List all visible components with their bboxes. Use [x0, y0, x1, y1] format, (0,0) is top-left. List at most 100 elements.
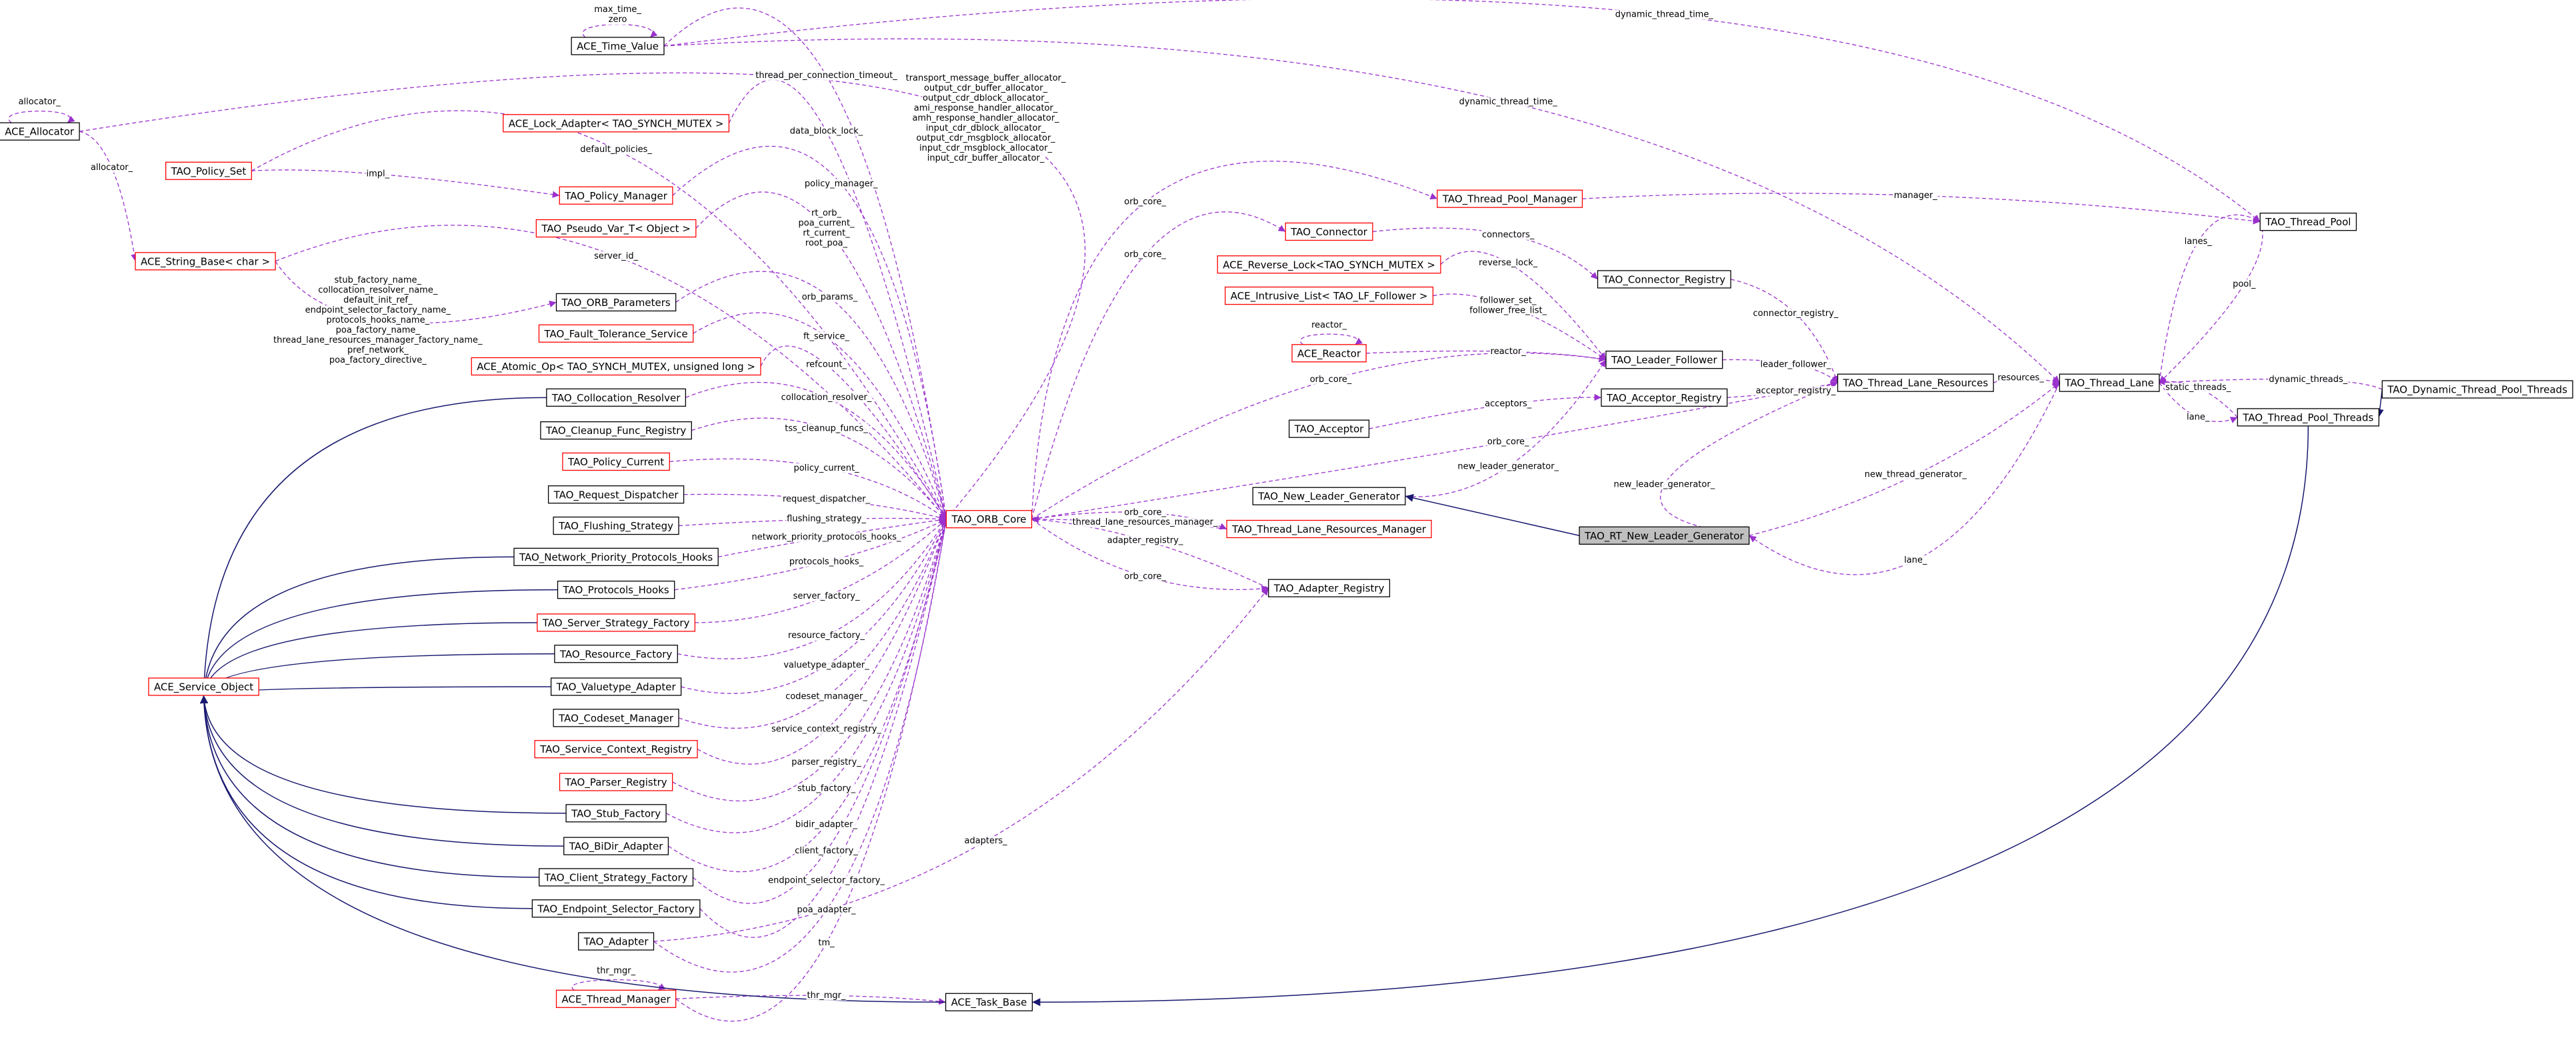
usage-edge [685, 381, 947, 520]
usage-edge [663, 0, 2261, 223]
edge-label-bg [1484, 399, 1533, 409]
class-node [534, 740, 698, 759]
usage-edge [653, 587, 1269, 942]
edge-label-bg [771, 724, 883, 735]
class-name: TAO_Endpoint_Selector_Factory [537, 903, 695, 915]
inheritance-edge [200, 589, 558, 696]
edge-label: codeset_manager_ [785, 691, 867, 701]
class-node [1217, 255, 1441, 274]
edge-label: output_cdr_msgblock_allocator_ [916, 133, 1055, 143]
edge-label-bg [796, 783, 857, 794]
edge-label: service_context_registry_ [771, 725, 881, 735]
class-node [553, 516, 679, 535]
edge-label-bg [1123, 249, 1167, 260]
edge-label-bg [767, 875, 886, 886]
edge-label-bg [1614, 9, 1715, 20]
edge-label-bg [343, 295, 414, 306]
class-name: TAO_Valuetype_Adapter [556, 681, 677, 694]
edge-label-bg [1478, 257, 1539, 268]
edge-label-bg [801, 292, 859, 303]
edge-label-bg [1071, 517, 1219, 528]
usage-edge [8, 111, 75, 123]
class-node [559, 773, 673, 791]
inheritance-edge [1405, 494, 1580, 537]
class-node [513, 547, 719, 567]
class-name: TAO_Policy_Manager [564, 190, 668, 203]
class-node [1285, 222, 1373, 241]
class-name: TAO_Pseudo_Var_T< Object > [541, 223, 690, 235]
class-name: TAO_Thread_Pool [2265, 216, 2351, 229]
edge-label: dynamic_thread_time_ [1459, 97, 1558, 107]
edge-label: resource_factory_ [788, 631, 865, 641]
edge-label: flushing_strategy_ [787, 514, 866, 524]
edge-label: manager_ [1894, 191, 1937, 201]
class-name: TAO_ORB_Parameters [561, 297, 671, 309]
class-name: TAO_Flushing_Strategy [558, 520, 673, 533]
edge-label-bg [1863, 469, 1968, 480]
usage-edge [663, 38, 2060, 383]
edge-label: reverse_lock_ [1479, 258, 1538, 268]
edge-label-bg [1458, 97, 1559, 107]
class-name: TAO_ORB_Core [951, 513, 1026, 526]
inheritance-edge [199, 695, 946, 1003]
edge-label-bg [1123, 507, 1167, 518]
class-name: TAO_Adapter [583, 936, 649, 949]
edge-label-bg [2268, 374, 2349, 385]
class-name: TAO_Thread_Pool_Threads [2242, 411, 2373, 424]
edge-label: ft_service_ [803, 332, 850, 342]
class-node [1225, 286, 1434, 305]
class-node [562, 452, 670, 471]
edge-label: resources_ [1997, 373, 2044, 383]
inheritance-edge [200, 556, 514, 696]
edge-label: collocation_resolver_ [781, 393, 872, 403]
edge-label: rt_current_ [803, 229, 850, 239]
class-name: TAO_Service_Context_Registry [539, 743, 692, 756]
edge-label: orb_core_ [1310, 375, 1352, 385]
edge-label-bg [365, 169, 391, 179]
usage-edge [1031, 352, 1607, 520]
edge-label: input_cdr_msgblock_allocator_ [919, 143, 1053, 153]
usage-edge [691, 417, 947, 520]
edge-label-bg [786, 514, 867, 525]
class-name: TAO_Thread_Pool_Manager [1442, 193, 1577, 206]
edge-label-bg [1481, 229, 1535, 240]
edge-label: connectors_ [1482, 230, 1535, 240]
edge-label-bg [811, 208, 843, 219]
edge-label: pool_ [2233, 279, 2256, 289]
usage-edge [693, 312, 947, 519]
edge-label-bg [1457, 461, 1560, 472]
edge-label: protocols_hooks_name_ [326, 315, 429, 325]
class-node [1601, 388, 1728, 407]
edge-label-bg [346, 345, 410, 356]
edge-label-bg [89, 162, 134, 173]
edge-label-bg [1903, 555, 1929, 565]
edge-label-bg [785, 691, 869, 702]
edge-label-bg [784, 423, 869, 434]
edge-label: acceptor_registry_ [1756, 386, 1836, 396]
edge-label-bg [1759, 359, 1832, 370]
edge-label-bg [803, 331, 851, 342]
class-name: ACE_Allocator [5, 126, 75, 139]
class-node [538, 324, 694, 343]
class-name: TAO_Thread_Lane [2064, 377, 2154, 390]
usage-edge [79, 131, 138, 261]
edge-label: zero [609, 15, 627, 25]
edge-label: allocator_ [91, 163, 133, 173]
edge-label-bg [304, 305, 452, 316]
edge-label: thr_mgr_ [597, 966, 635, 976]
usage-edge [1405, 359, 1607, 497]
class-node [2259, 213, 2357, 231]
edge-label-bg [905, 73, 1067, 83]
class-name: TAO_Fault_Tolerance_Service [543, 328, 687, 341]
class-name: TAO_Policy_Set [171, 165, 247, 178]
class-node [1579, 526, 1750, 545]
inheritance-edge [200, 695, 539, 878]
class-name: TAO_Acceptor_Registry [1606, 392, 1722, 405]
edge-label: connector_registry_ [1753, 309, 1838, 319]
class-name: TAO_Adapter_Registry [1273, 583, 1385, 595]
inheritance-edge [199, 695, 533, 909]
edge-label: output_cdr_dblock_allocator_ [923, 93, 1049, 103]
edge-label-bg [335, 325, 421, 336]
edge-label: follower_free_list_ [1469, 305, 1547, 315]
